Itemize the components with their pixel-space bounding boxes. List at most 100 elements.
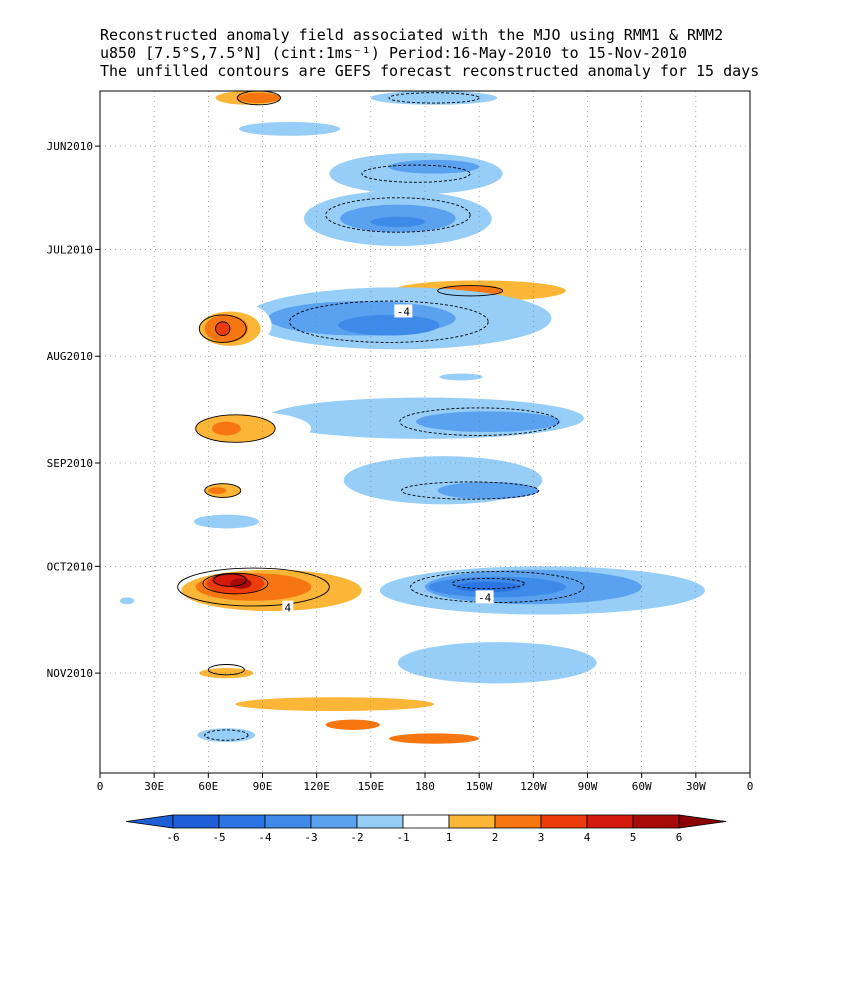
colorbar-segment bbox=[218, 814, 266, 829]
colorbar-segment bbox=[172, 814, 220, 829]
anomaly-region bbox=[132, 294, 176, 343]
forecast-contour bbox=[410, 571, 585, 603]
contour-label: 4 bbox=[284, 602, 291, 615]
anomaly-region bbox=[177, 225, 196, 233]
anomaly-region bbox=[397, 642, 597, 684]
x-tick-label: 30W bbox=[686, 780, 706, 793]
colorbar-low-arrow bbox=[125, 814, 174, 829]
colorbar-tick-label: 2 bbox=[492, 831, 499, 844]
forecast-contour-layer bbox=[177, 91, 585, 741]
colorbar-segment bbox=[586, 814, 634, 829]
colorbar-segment bbox=[540, 814, 588, 829]
anomaly-region bbox=[555, 249, 584, 257]
anomaly-region bbox=[237, 92, 281, 104]
colorbar-segment bbox=[632, 814, 680, 829]
forecast-contour bbox=[195, 414, 276, 443]
x-tick-label: 120W bbox=[520, 780, 547, 793]
y-tick-label: AUG2010 bbox=[47, 350, 93, 363]
y-tick-label: OCT2010 bbox=[47, 560, 93, 573]
forecast-contour bbox=[236, 91, 281, 106]
anomaly-region bbox=[388, 733, 480, 744]
forecast-contour bbox=[213, 573, 247, 587]
contour-label-box bbox=[475, 590, 494, 604]
forecast-contour bbox=[204, 729, 249, 741]
forecast-contour bbox=[289, 300, 489, 343]
forecast-contour bbox=[437, 285, 504, 297]
anomaly-region bbox=[430, 128, 510, 136]
anomaly-region bbox=[439, 373, 483, 381]
anomaly-region bbox=[206, 361, 258, 372]
chart-title-line-3: The unfilled contours are GEFS forecast … bbox=[100, 62, 760, 80]
contour-label-box bbox=[394, 304, 413, 318]
x-tick-label: 60E bbox=[198, 780, 218, 793]
anomaly-region bbox=[325, 719, 380, 730]
colorbar-segment bbox=[310, 814, 358, 829]
colorbar-tick-label: 4 bbox=[584, 831, 591, 844]
chart-title-line-2: u850 [7.5°S,7.5°N] (cint:1ms⁻¹) Period:1… bbox=[100, 44, 687, 62]
colorbar-tick-label: 6 bbox=[676, 831, 683, 844]
colorbar-tick-label: -1 bbox=[396, 831, 409, 844]
forecast-contour bbox=[399, 407, 560, 436]
anomaly-region bbox=[186, 209, 230, 221]
x-tick-label: 30E bbox=[144, 780, 164, 793]
forecast-contour bbox=[401, 481, 540, 500]
colorbar: -6 -5 -4 -3 -2 -1 1 2 3 4 5 6 bbox=[125, 814, 727, 844]
x-tick-label: 0 bbox=[97, 780, 104, 793]
grid-layer bbox=[100, 91, 750, 773]
chart-title-block: Reconstructed anomaly field associated w… bbox=[100, 26, 800, 80]
colorbar-tick-label: -2 bbox=[350, 831, 363, 844]
forecast-contour bbox=[202, 572, 269, 595]
anomaly-region bbox=[461, 247, 552, 259]
y-tick-label: SEP2010 bbox=[47, 457, 93, 470]
colorbar-tick-label: -6 bbox=[166, 831, 179, 844]
colorbar-tick-label: 3 bbox=[538, 831, 545, 844]
anomaly-fill-layer bbox=[119, 91, 705, 744]
forecast-contour bbox=[207, 664, 245, 676]
colorbar-segment bbox=[448, 814, 496, 829]
forecast-contour bbox=[198, 314, 247, 343]
x-tick-label: 90W bbox=[578, 780, 598, 793]
anomaly-region bbox=[235, 697, 435, 711]
contour-label-layer: -4 4 -4 bbox=[282, 304, 494, 615]
forecast-contour bbox=[325, 197, 471, 233]
x-tick-label: 150W bbox=[466, 780, 493, 793]
colorbar-segment bbox=[494, 814, 542, 829]
anomaly-region bbox=[239, 122, 341, 136]
forecast-contour bbox=[451, 577, 525, 590]
y-tick-label: JUL2010 bbox=[47, 243, 93, 256]
chart-title-line-1: Reconstructed anomaly field associated w… bbox=[100, 26, 724, 44]
colorbar-segment bbox=[402, 814, 450, 829]
x-tick-label: 150E bbox=[358, 780, 385, 793]
colorbar-segment bbox=[264, 814, 312, 829]
forecast-contour bbox=[177, 567, 330, 607]
anomaly-region bbox=[211, 421, 241, 436]
colorbar-tick-label: -3 bbox=[304, 831, 317, 844]
x-tick-label: 180 bbox=[415, 780, 435, 793]
anomaly-region bbox=[455, 581, 521, 593]
anomaly-region bbox=[329, 153, 503, 195]
forecast-contour bbox=[215, 321, 231, 337]
forecast-contour bbox=[204, 483, 242, 498]
colorbar-tick-label: -4 bbox=[258, 831, 272, 844]
x-tick-label: 90E bbox=[253, 780, 273, 793]
y-tick-label: JUN2010 bbox=[47, 140, 93, 153]
contour-label: -4 bbox=[478, 591, 492, 604]
x-tick-label: 0 bbox=[747, 780, 754, 793]
colorbar-tick-label: 5 bbox=[630, 831, 637, 844]
anomaly-region bbox=[119, 597, 135, 605]
x-tick-label: 120E bbox=[303, 780, 330, 793]
anomaly-region bbox=[437, 481, 539, 500]
x-axis: 0 30E 60E 90E 120E 150E 180 150W 120W 90W 60W 30W 0 bbox=[97, 773, 754, 793]
anomaly-region bbox=[338, 314, 440, 336]
colorbar-tick-label: 1 bbox=[446, 831, 453, 844]
anomaly-region bbox=[415, 411, 561, 432]
colorbar-high-arrow bbox=[678, 814, 727, 829]
y-axis: JUN2010 JUL2010 AUG2010 SEP2010 OCT2010 NOV20… bbox=[47, 140, 100, 680]
contour-label: -4 bbox=[397, 305, 411, 318]
colorbar-tick-label: -5 bbox=[212, 831, 225, 844]
x-tick-label: 60W bbox=[632, 780, 652, 793]
anomaly-region bbox=[213, 190, 258, 205]
y-tick-label: NOV2010 bbox=[47, 667, 93, 680]
anomaly-region bbox=[370, 216, 425, 228]
anomaly-region bbox=[230, 578, 252, 589]
